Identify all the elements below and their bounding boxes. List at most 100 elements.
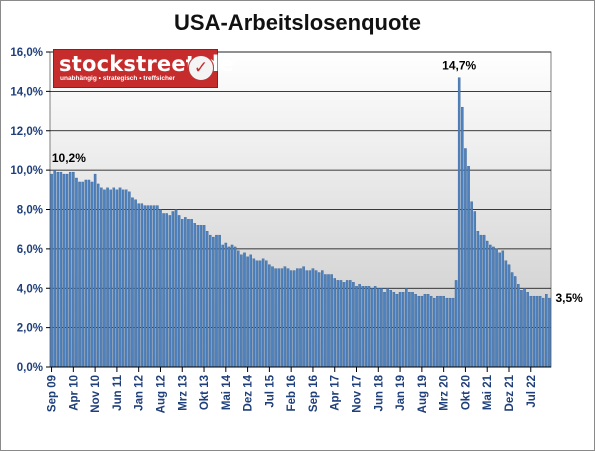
- bar: [259, 261, 261, 367]
- bar: [290, 271, 292, 367]
- x-tick-label: Jun 11: [112, 374, 124, 410]
- bar: [505, 261, 507, 367]
- x-tick-label: Okt 20: [460, 375, 472, 410]
- bar: [527, 292, 529, 367]
- bar: [116, 190, 118, 367]
- bar: [144, 206, 146, 367]
- bar: [467, 166, 469, 367]
- x-tick-label: Mai 21: [482, 374, 494, 410]
- bar: [359, 284, 361, 367]
- bar: [284, 267, 286, 367]
- bar: [178, 215, 180, 367]
- bar: [337, 280, 339, 367]
- bar: [147, 206, 149, 367]
- bar: [436, 296, 438, 367]
- bar: [299, 269, 301, 367]
- bar: [128, 192, 130, 367]
- bar: [520, 290, 522, 367]
- x-tick-label: Dez 14: [243, 374, 255, 411]
- bar: [427, 294, 429, 367]
- bar: [315, 271, 317, 367]
- y-tick-label: 0,0%: [17, 362, 43, 374]
- bar: [517, 284, 519, 367]
- bar: [396, 294, 398, 367]
- data-label: 14,7%: [442, 59, 476, 73]
- x-tick-label: Jun 18: [373, 374, 385, 411]
- bar: [159, 210, 161, 368]
- bar: [545, 294, 547, 367]
- x-tick-label: Apr 17: [330, 375, 342, 411]
- bar: [539, 296, 541, 367]
- bar: [162, 213, 164, 367]
- bar: [408, 292, 410, 367]
- bar: [103, 190, 105, 367]
- bar: [97, 184, 99, 367]
- bar: [274, 269, 276, 367]
- bar: [362, 286, 364, 367]
- bar: [122, 190, 124, 367]
- bar: [536, 296, 538, 367]
- y-tick-label: 12,0%: [10, 126, 43, 138]
- bar: [100, 188, 102, 367]
- bar: [69, 172, 71, 367]
- bar: [194, 223, 196, 367]
- bar: [318, 273, 320, 368]
- x-tick-label: Sep 16: [308, 375, 320, 412]
- bar: [150, 206, 152, 367]
- bar: [349, 280, 351, 367]
- bar: [281, 269, 283, 367]
- bar: [309, 271, 311, 367]
- bar: [278, 269, 280, 367]
- bar: [66, 174, 68, 367]
- bar: [334, 278, 336, 367]
- bar: [355, 286, 357, 367]
- bar: [215, 235, 217, 367]
- bar: [141, 204, 143, 367]
- bar: [424, 294, 426, 367]
- bar: [218, 235, 220, 367]
- data-label: 10,2%: [52, 151, 86, 165]
- bar: [57, 172, 59, 367]
- bar: [131, 198, 133, 367]
- data-label: 3,5%: [555, 291, 583, 305]
- bar: [415, 294, 417, 367]
- bar: [418, 296, 420, 367]
- bar: [187, 219, 189, 367]
- y-tick-label: 2,0%: [17, 323, 43, 335]
- bar: [181, 219, 183, 367]
- bar: [321, 271, 323, 367]
- bar: [514, 276, 516, 367]
- bar: [231, 245, 233, 367]
- bar: [421, 296, 423, 367]
- bar: [530, 296, 532, 367]
- bar: [452, 298, 454, 367]
- bar: [153, 206, 155, 367]
- bar: [402, 292, 404, 367]
- bar: [458, 78, 460, 367]
- x-tick-label: Aug 12: [155, 375, 167, 413]
- bar: [94, 174, 96, 367]
- bar: [439, 296, 441, 367]
- bar: [88, 180, 90, 367]
- x-tick-label: Sep 09: [47, 375, 59, 412]
- bar: [346, 280, 348, 367]
- bar: [246, 257, 248, 367]
- bar: [340, 280, 342, 367]
- x-tick-label: Jul 15: [264, 374, 276, 407]
- bar: [533, 296, 535, 367]
- bar: [455, 280, 457, 367]
- bar: [302, 267, 304, 367]
- bar: [243, 253, 245, 367]
- bar: [287, 269, 289, 367]
- bar: [489, 245, 491, 367]
- bar: [377, 288, 379, 367]
- bar: [461, 107, 463, 367]
- bar: [175, 210, 177, 368]
- bar: [548, 298, 550, 367]
- bar: [113, 188, 115, 367]
- bar: [50, 174, 52, 367]
- bar: [312, 269, 314, 367]
- bar: [106, 188, 108, 367]
- stockstreet-logo: stockstreet.de unabhängig • strategisch …: [53, 49, 218, 88]
- bar: [499, 253, 501, 367]
